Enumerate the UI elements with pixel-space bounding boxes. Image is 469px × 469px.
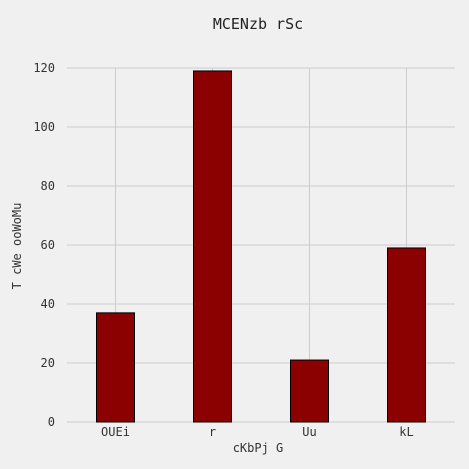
- bars: [96, 70, 426, 423]
- x-tick-label: kL: [399, 425, 413, 439]
- y-tick-label: 120: [33, 61, 55, 75]
- bar-kL: [387, 247, 426, 423]
- x-tick-label: OUEi: [101, 425, 130, 439]
- y-tick-label: 60: [41, 238, 55, 252]
- y-tick-label: 40: [41, 297, 55, 311]
- x-axis-ticks: OUEi r Uu kL: [101, 425, 414, 439]
- y-axis-ticks: 0 20 40 60 80 100 120: [33, 61, 55, 429]
- x-axis-label: cKbPj G: [233, 441, 284, 455]
- y-tick-label: 20: [41, 356, 55, 370]
- bar-r: [193, 70, 232, 423]
- bar-OUEi: [96, 312, 135, 423]
- x-tick-label: Uu: [302, 425, 316, 439]
- y-tick-label: 100: [33, 120, 55, 134]
- x-tick-label: r: [209, 425, 216, 439]
- bar-Uu: [290, 359, 329, 423]
- y-tick-label: 80: [41, 179, 55, 193]
- chart-title: MCENzb rSc: [213, 15, 303, 33]
- y-axis-label: T cWe ooWoMu: [10, 203, 24, 290]
- y-tick-label: 0: [48, 415, 55, 429]
